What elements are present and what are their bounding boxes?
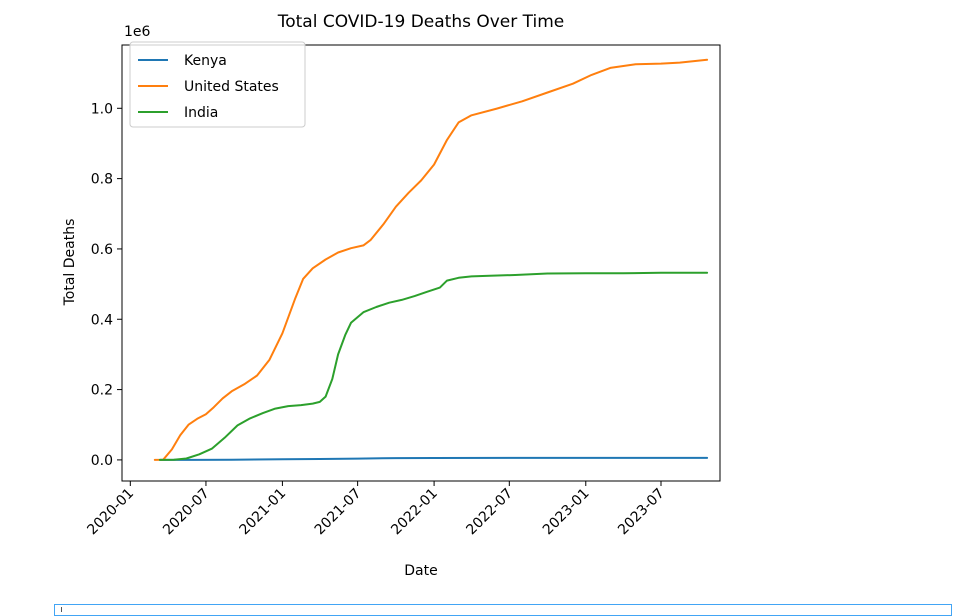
legend-label: India (184, 105, 218, 121)
y-tick-label: 0.2 (91, 383, 113, 399)
y-axis-scale-label: 1e6 (124, 24, 151, 40)
chart-title: Total COVID-19 Deaths Over Time (277, 12, 565, 32)
legend-box (129, 41, 306, 128)
y-tick-label: 0.4 (91, 312, 113, 328)
y-tick-label: 0.8 (91, 172, 113, 188)
next-notebook-cell[interactable] (54, 604, 952, 616)
y-tick-label: 1.0 (91, 101, 113, 117)
y-tick-label: 0.0 (91, 453, 113, 469)
series-line-kenya (159, 456, 709, 461)
series-layer (153, 58, 709, 461)
legend: Kenya United States India (129, 41, 306, 128)
cell-cursor (61, 607, 62, 612)
legend-label: Kenya (184, 53, 227, 69)
y-axis-label: Total Deaths (62, 219, 78, 307)
y-tick-label: 0.6 (91, 242, 113, 258)
x-axis-label: Date (404, 563, 437, 579)
series-line-india (158, 271, 709, 461)
legend-label: United States (184, 79, 279, 95)
series-line-united-states (153, 58, 709, 461)
plot-frame (121, 44, 721, 482)
